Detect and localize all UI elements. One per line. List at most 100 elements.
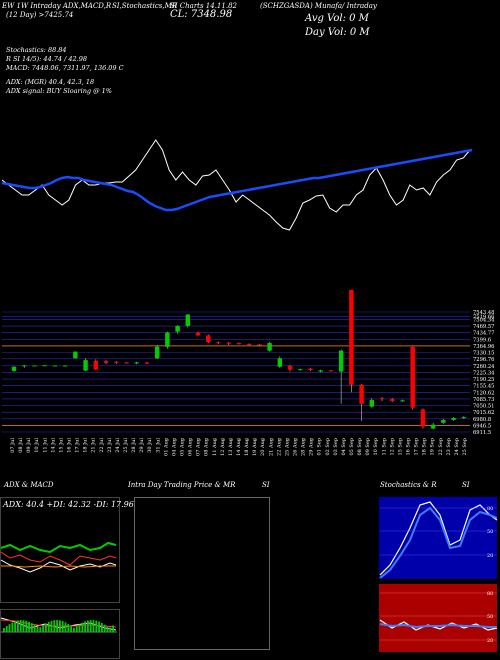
macd-histogram-bar [47, 621, 50, 632]
macd-histogram-bar [78, 624, 81, 632]
x-tick-label: 11 Aug [212, 437, 218, 456]
candle-body [165, 332, 170, 347]
main-chart: 7543.487519.667504.347469.577434.777399.… [1, 139, 495, 456]
macd-panel [0, 609, 120, 659]
x-tick-label: 30 Jul [147, 438, 153, 453]
candle-body [73, 351, 78, 359]
macd-histogram-bar [36, 626, 39, 632]
candle-body [461, 417, 467, 419]
price-tick-label: 7120.62 [473, 390, 494, 396]
x-tick-label: 31 Jul [155, 438, 161, 453]
stoch-panel-suffix: SI [462, 481, 470, 489]
macd-histogram-bar [109, 627, 112, 632]
candle-body [195, 332, 201, 336]
price-tick-label: 7364.96 [473, 344, 494, 350]
mrsi-panel [134, 497, 270, 650]
candle-body [257, 344, 262, 346]
indicator-blue-line [1, 148, 473, 212]
candle-body [103, 361, 109, 363]
x-tick-label: 28 Aug [301, 437, 307, 456]
x-tick-label: 14 Aug [236, 437, 242, 456]
macd-histogram-bar [42, 625, 44, 632]
stoch-tick-label: 50 [487, 529, 493, 535]
x-tick-label: 09 Sep [365, 438, 371, 456]
macd-histogram-bar [81, 622, 84, 632]
candle-body [298, 369, 303, 371]
adx-panel [0, 497, 120, 603]
stoch-tick-label: 80 [487, 506, 493, 512]
macd-histogram-bar [28, 621, 30, 632]
macd-histogram-bar [70, 625, 72, 632]
macd-histogram-bar [92, 620, 95, 632]
header-subtitle: (12 Day) >7425.74 [6, 11, 74, 19]
x-tick-label: 20 Aug [260, 437, 266, 456]
price-tick-label: 7399.6 [473, 337, 491, 343]
macd-histogram-bar [50, 620, 53, 632]
stochastics-panel [379, 497, 497, 579]
x-tick-label: 19 Aug [252, 437, 258, 456]
candle-body [226, 342, 231, 344]
candle-body [430, 424, 436, 429]
price-tick-label: 7190.25 [473, 377, 494, 383]
macd-histogram-bar [25, 620, 28, 632]
x-tick-label: 08 Jul [18, 438, 24, 453]
x-tick-label: 25 Sep [462, 438, 468, 456]
x-tick-label: 22 Sep [438, 438, 444, 456]
price-tick-label: 7519.66 [473, 315, 494, 321]
x-tick-label: 25 Aug [284, 437, 290, 456]
price-tick-label: 7296.76 [473, 357, 494, 363]
x-tick-label: 12 Aug [220, 437, 226, 456]
x-tick-label: 23 Jul [107, 438, 113, 453]
x-tick-label: 01 Aug [163, 437, 169, 456]
candle-body [420, 409, 426, 427]
adx-panel-values: ADX: 40.4 +DI: 42.32 -DI: 17.96 [3, 500, 134, 509]
candle-body [318, 370, 323, 372]
stoch-panel-title: Stochastics & R [380, 481, 437, 489]
x-tick-label: 08 Aug [204, 437, 210, 456]
candle-body [328, 370, 334, 372]
x-tick-label: 18 Aug [244, 437, 250, 456]
macd-histogram-bar [64, 622, 67, 632]
stoch-tick-label: 20 [487, 553, 493, 559]
x-tick-label: 10 Sep [373, 438, 379, 456]
x-tick-label: 04 Aug [171, 437, 177, 456]
x-tick-label: 13 Aug [228, 437, 234, 456]
x-tick-label: 22 Jul [99, 438, 105, 453]
rsi-tick-label: 50 [487, 614, 493, 620]
adx-signal-readout: ADX signal: BUY Sloaring @ 1% [6, 87, 112, 95]
header-title-mid2: SI Charts 14.11.82 [170, 2, 237, 10]
x-tick-label: 17 Sep [414, 438, 420, 456]
candle-body [93, 360, 99, 370]
candle-body [83, 360, 88, 371]
macd-histogram-bar [87, 620, 89, 632]
x-tick-label: 16 Jul [67, 438, 73, 453]
x-tick-label: 09 Jul [26, 438, 32, 453]
x-tick-label: 04 Sep [341, 438, 347, 456]
candle-body [349, 289, 354, 385]
x-tick-label: 24 Sep [454, 438, 460, 456]
macd-histogram-bar [3, 628, 5, 632]
rsi-panel [379, 584, 497, 652]
x-tick-label: 10 Jul [34, 438, 40, 453]
x-tick-label: 19 Sep [430, 438, 436, 456]
adx-white-line [0, 559, 117, 573]
x-tick-label: 26 Aug [292, 437, 298, 456]
stoch-white-line [379, 501, 498, 576]
macd-histogram-bar [53, 620, 56, 632]
candle-body [154, 346, 160, 359]
candle-body [267, 343, 272, 351]
candle-body [216, 342, 221, 344]
macd-histogram-bar [56, 620, 58, 632]
x-tick-label: 21 Aug [268, 437, 274, 456]
macd-readout: MACD: 7448.06, 7311.97, 136.09 C [6, 64, 124, 72]
x-tick-label: 15 Sep [397, 438, 403, 456]
candle-body [32, 365, 37, 367]
candle-body [124, 362, 129, 364]
candle-body [246, 343, 252, 345]
avg-volume: Avg Vol: 0 M [305, 13, 369, 24]
adx-red-line [0, 551, 117, 566]
x-tick-label: 08 Sep [357, 438, 363, 456]
stochastics-readout: Stochastics: 88.84 [6, 46, 67, 54]
adx-readout: ADX: (MGR) 40.4, 42.3, 18 [6, 78, 95, 86]
x-tick-label: 18 Sep [422, 438, 428, 456]
